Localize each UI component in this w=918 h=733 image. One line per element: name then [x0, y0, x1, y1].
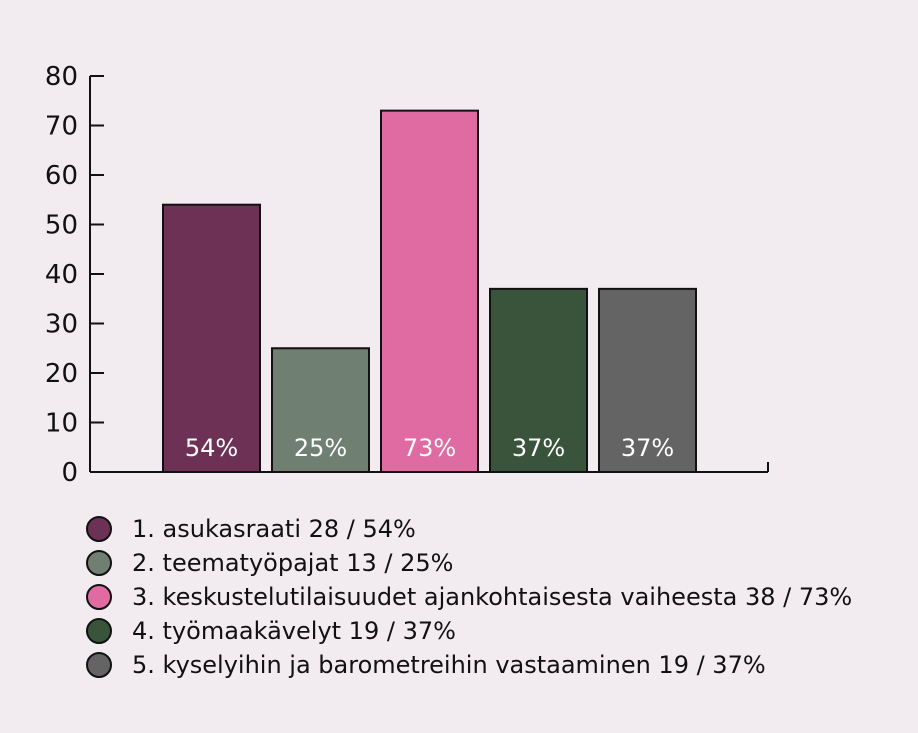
y-tick-label: 20 [45, 359, 78, 389]
legend-label-2: 2. teematyöpajat 13 / 25% [132, 549, 454, 577]
bar-chart: 0 10 20 30 40 50 60 70 80 54% 25% 73% 37% 37% [45, 62, 769, 488]
bar-label-5: 37% [621, 434, 674, 462]
bar-3 [380, 109, 479, 474]
y-tick-label: 80 [45, 62, 78, 92]
legend-label-3: 3. keskustelutilaisuudet ajankohtaisesta… [132, 583, 853, 611]
legend-item: 1. asukasraati 28 / 54% [86, 512, 852, 546]
legend: 1. asukasraati 28 / 54% 2. teematyöpajat… [86, 512, 852, 682]
y-axis: 0 10 20 30 40 50 60 70 80 [45, 62, 104, 488]
legend-swatch-4 [86, 618, 112, 644]
legend-item: 5. kyselyihin ja barometreihin vastaamin… [86, 648, 852, 682]
legend-swatch-1 [86, 516, 112, 542]
y-tick-label: 30 [45, 310, 78, 340]
y-tick-label: 60 [45, 161, 78, 191]
legend-item: 4. työmaakävelyt 19 / 37% [86, 614, 852, 648]
y-tick-label: 10 [45, 409, 78, 439]
bar-1 [162, 203, 261, 473]
legend-label-4: 4. työmaakävelyt 19 / 37% [132, 617, 456, 645]
legend-swatch-5 [86, 652, 112, 678]
y-tick-label: 50 [45, 211, 78, 241]
bar-label-3: 73% [403, 434, 456, 462]
bar-label-4: 37% [512, 434, 565, 462]
legend-swatch-3 [86, 584, 112, 610]
legend-swatch-2 [86, 550, 112, 576]
bar-data-labels: 54% 25% 73% 37% 37% [185, 434, 674, 462]
bar-2 [271, 347, 370, 473]
x-axis [90, 462, 769, 473]
bar-label-1: 54% [185, 434, 238, 462]
y-tick-label: 0 [61, 458, 78, 488]
legend-label-1: 1. asukasraati 28 / 54% [132, 515, 416, 543]
legend-item: 2. teematyöpajat 13 / 25% [86, 546, 852, 580]
y-tick-label: 40 [45, 260, 78, 290]
bar-label-2: 25% [294, 434, 347, 462]
legend-item: 3. keskustelutilaisuudet ajankohtaisesta… [86, 580, 852, 614]
y-tick-label: 70 [45, 112, 78, 142]
bars [162, 109, 697, 474]
bar-4 [489, 287, 588, 473]
legend-label-5: 5. kyselyihin ja barometreihin vastaamin… [132, 651, 766, 679]
